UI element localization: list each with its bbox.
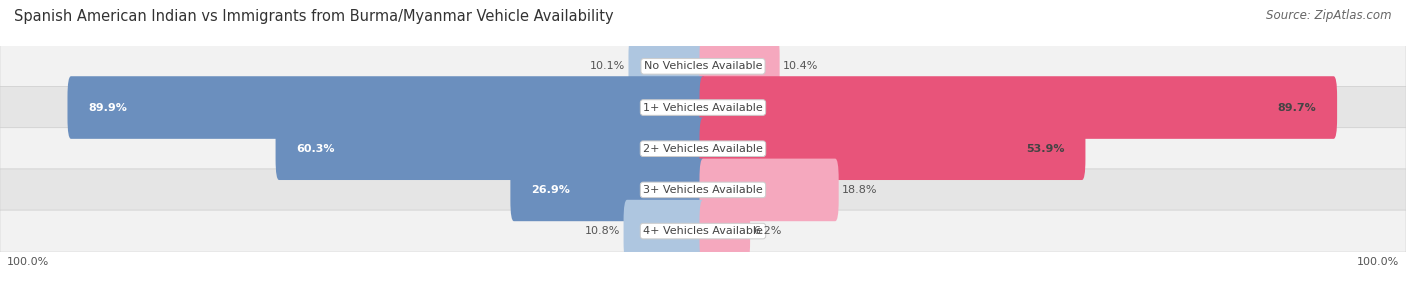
FancyBboxPatch shape: [0, 210, 1406, 252]
FancyBboxPatch shape: [0, 128, 1406, 170]
FancyBboxPatch shape: [700, 76, 1337, 139]
FancyBboxPatch shape: [0, 169, 1406, 211]
Text: 53.9%: 53.9%: [1026, 144, 1064, 154]
Text: 18.8%: 18.8%: [842, 185, 877, 195]
Text: 3+ Vehicles Available: 3+ Vehicles Available: [643, 185, 763, 195]
Text: Spanish American Indian vs Immigrants from Burma/Myanmar Vehicle Availability: Spanish American Indian vs Immigrants fr…: [14, 9, 613, 23]
Text: 60.3%: 60.3%: [297, 144, 335, 154]
FancyBboxPatch shape: [0, 87, 1406, 128]
FancyBboxPatch shape: [700, 200, 751, 262]
FancyBboxPatch shape: [628, 35, 707, 98]
FancyBboxPatch shape: [276, 118, 707, 180]
Text: 6.2%: 6.2%: [754, 226, 782, 236]
Text: 100.0%: 100.0%: [1357, 257, 1399, 267]
Text: 2+ Vehicles Available: 2+ Vehicles Available: [643, 144, 763, 154]
Text: 10.8%: 10.8%: [585, 226, 620, 236]
Text: 10.1%: 10.1%: [589, 61, 624, 71]
FancyBboxPatch shape: [67, 76, 707, 139]
FancyBboxPatch shape: [0, 45, 1406, 87]
Text: 100.0%: 100.0%: [7, 257, 49, 267]
Text: 26.9%: 26.9%: [531, 185, 571, 195]
FancyBboxPatch shape: [510, 159, 707, 221]
FancyBboxPatch shape: [700, 159, 838, 221]
Text: 4+ Vehicles Available: 4+ Vehicles Available: [643, 226, 763, 236]
Text: No Vehicles Available: No Vehicles Available: [644, 61, 762, 71]
FancyBboxPatch shape: [700, 118, 1085, 180]
Text: 10.4%: 10.4%: [783, 61, 818, 71]
FancyBboxPatch shape: [700, 35, 779, 98]
Text: 1+ Vehicles Available: 1+ Vehicles Available: [643, 103, 763, 112]
Text: 89.9%: 89.9%: [89, 103, 128, 112]
FancyBboxPatch shape: [624, 200, 707, 262]
Text: 89.7%: 89.7%: [1277, 103, 1316, 112]
Text: Source: ZipAtlas.com: Source: ZipAtlas.com: [1267, 9, 1392, 21]
